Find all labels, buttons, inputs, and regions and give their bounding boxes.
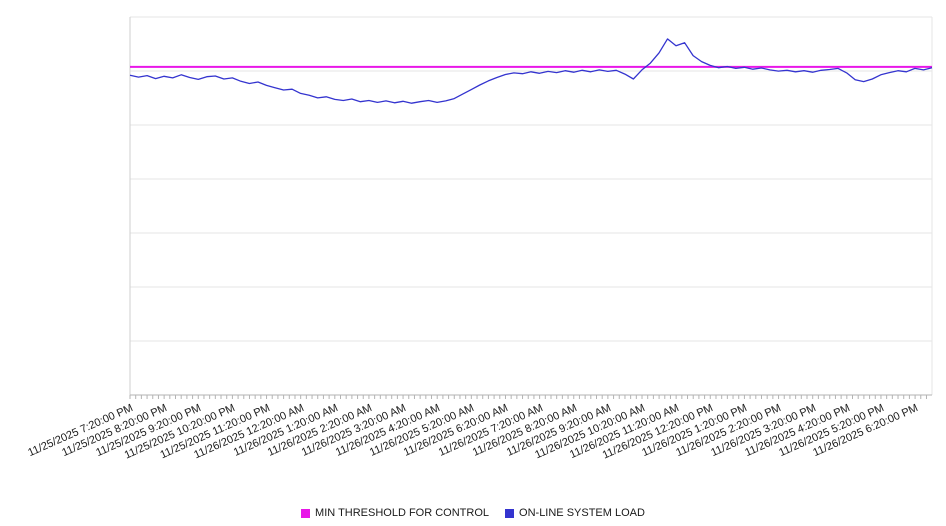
series-line <box>129 38 933 104</box>
legend-label: ON-LINE SYSTEM LOAD <box>519 507 645 519</box>
legend-swatch <box>505 508 515 518</box>
legend: MIN THRESHOLD FOR CONTROL ON-LINE SYSTEM … <box>0 507 946 519</box>
legend-item-on-line-system-load[interactable]: ON-LINE SYSTEM LOAD <box>505 507 645 519</box>
legend-label: MIN THRESHOLD FOR CONTROL <box>315 507 490 519</box>
legend-item-min-threshold-for-control[interactable]: MIN THRESHOLD FOR CONTROL <box>301 507 489 519</box>
legend-swatch <box>301 508 311 518</box>
